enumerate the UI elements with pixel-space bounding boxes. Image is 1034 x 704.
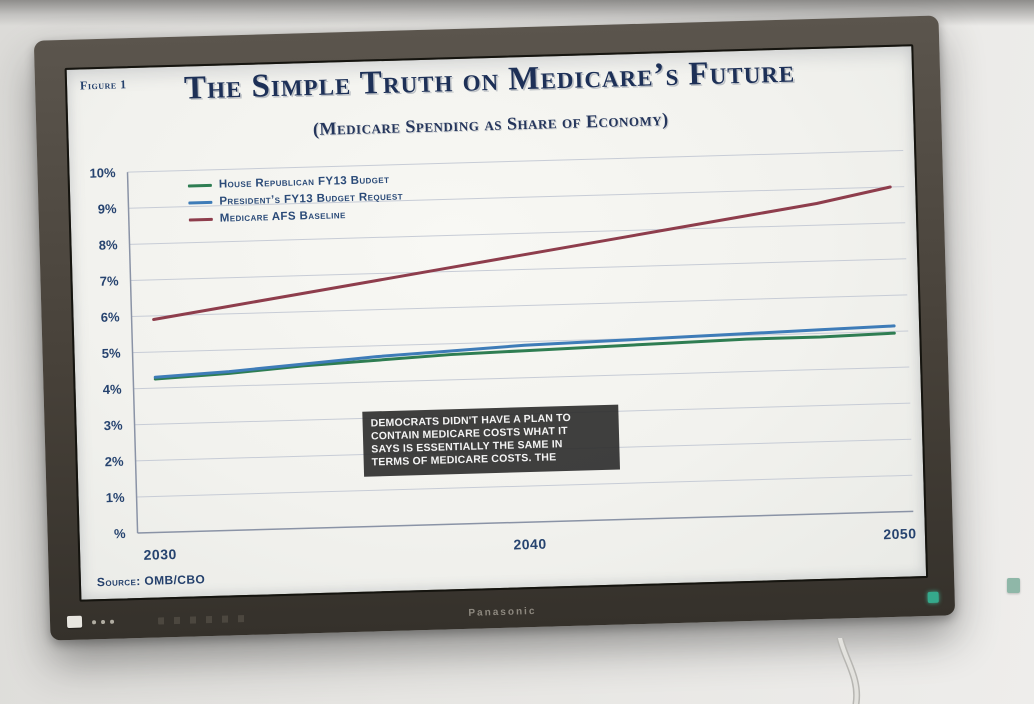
svg-text:7%: 7% [100,273,120,289]
svg-text:2040: 2040 [513,536,547,553]
svg-text:8%: 8% [99,237,119,253]
svg-text:10%: 10% [89,165,116,181]
chart-legend: House Republican FY13 Budget President’s… [187,174,404,226]
wall-mount-chip [1007,578,1020,593]
legend-swatch-blue [188,200,213,204]
closed-caption-overlay: DEMOCRATS DIDN'T HAVE A PLAN TO CONTAIN … [362,404,621,477]
source-label: Source: OMB/CBO [96,572,206,590]
chart-title: The Simple Truth on Medicare’s Future [183,53,796,107]
legend-swatch-maroon [188,217,213,221]
hanging-cable [836,638,861,704]
line-chart: % 1% 2% 3% 4% 5% 6% 7% 8% 9% 10% 2030 2040 2050 [89,150,917,563]
svg-text:2050: 2050 [883,525,917,542]
svg-text:5%: 5% [102,345,122,361]
tv-monitor: Figure 1 The Simple Truth on Medicare’s … [33,15,956,641]
svg-text:3%: 3% [104,418,124,434]
svg-text:9%: 9% [98,201,118,217]
svg-text:%: % [114,526,126,541]
power-led [927,591,939,604]
svg-text:6%: 6% [101,309,121,325]
svg-text:1%: 1% [106,490,126,506]
svg-text:2030: 2030 [143,546,177,563]
brand-logo: Panasonic [468,605,537,619]
tv-screen: Figure 1 The Simple Truth on Medicare’s … [64,44,929,602]
svg-text:2%: 2% [105,454,125,470]
legend-swatch-green [187,183,212,188]
legend-item-president-budget: President’s FY13 Budget Request [188,191,403,209]
svg-text:4%: 4% [103,382,123,398]
legend-label: President’s FY13 Budget Request [219,190,404,208]
